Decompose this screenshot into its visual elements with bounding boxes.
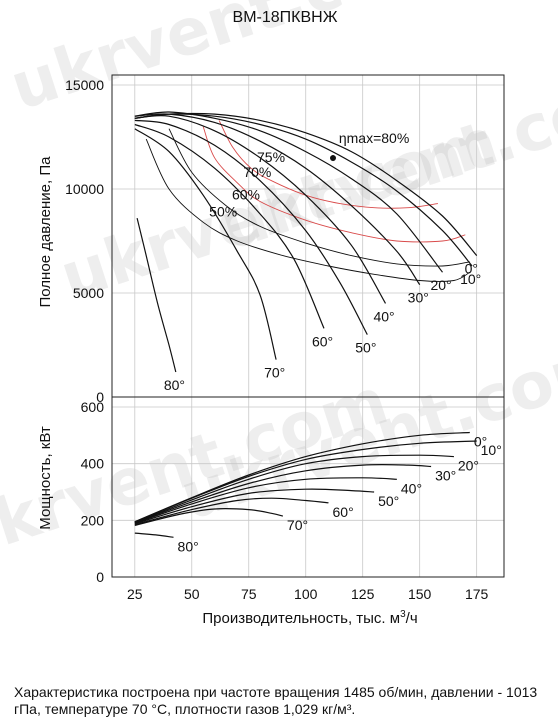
power-curve-20deg [134,454,454,523]
pressure-curve-label-80deg: 80° [164,377,185,393]
power-y-ticks: 0 200 400 600 [81,399,105,585]
power-curve-label-60deg: 60° [333,504,354,520]
power-curve-label-50deg: 50° [378,493,399,509]
power-y-axis-label: Мощность, кВт [37,426,54,530]
max-efficiency-label: ηmax=80% [339,130,409,146]
pressure-y-tick-label: 5000 [73,285,104,301]
pressure-curve-label-30deg: 30° [408,290,429,306]
power-curve-label-20deg: 20° [458,458,479,474]
x-tick-label: 125 [351,586,375,602]
pressure-curve-10deg [134,113,473,267]
pressure-curve-20deg [134,111,443,273]
pressure-y-tick-label: 15000 [65,77,104,93]
pressure-curve-label-20deg: 20° [430,277,451,293]
power-y-tick-label: 400 [81,456,105,472]
pressure-curve-40deg [134,114,387,304]
x-tick-label: 75 [241,586,257,602]
pressure-curve-70deg [134,128,277,360]
pressure-curve-label-60deg: 60° [312,333,333,349]
max-efficiency-point: ● [329,149,337,165]
x-tick-label: 175 [465,586,489,602]
power-y-tick-label: 0 [96,569,104,585]
power-curve-label-80deg: 80° [178,538,199,554]
power-curve-label-0deg: 0° [474,434,487,450]
power-curve-50deg [134,488,375,525]
pressure-curve-30deg [134,113,421,286]
pressure-y-ticks: 0 5000 10000 15000 [65,77,104,405]
power-curve-30deg [134,463,432,524]
power-y-tick-label: 200 [81,512,105,528]
efficiency-label-70pct: 70% [243,164,271,180]
power-curve-labels: 0°10°20°30° 40°50° 60° 70° 80° [178,434,502,555]
x-tick-label: 100 [294,586,318,602]
fan-characteristic-chart: ukrvent.comukrvent.comukrvent.comukrvent… [0,0,558,627]
pressure-curve-60deg [134,123,325,329]
power-curve-10deg [134,440,477,523]
efficiency-label-75pct: 75% [257,149,285,165]
pressure-curve-label-10deg: 10° [460,271,481,287]
efficiency-contour-50pct [145,138,471,282]
chart-title: ВМ-18ПКВНЖ [233,9,338,26]
pressure-curve-labels: 50%60% 70%75% 0°10° 20°30° 40° 50° 60° 70° 80° ηm… [164,130,481,393]
pressure-curves [134,111,478,373]
efficiency-label-60pct: 60% [232,187,260,203]
pressure-curve-50deg [134,119,368,335]
x-tick-label: 150 [408,586,432,602]
x-tick-label: 25 [127,586,143,602]
x-axis-label-tail: /ч [406,610,418,627]
power-curve-80deg [134,532,174,538]
power-y-tick-label: 600 [81,399,105,415]
pressure-curve-label-70deg: 70° [264,365,285,381]
power-curve-label-30deg: 30° [435,468,456,484]
pressure-y-axis-label: Полное давление, Па [37,156,54,308]
pressure-y-tick-label: 0 [96,389,104,405]
x-axis-ticks: 25 50 75 100 125 150 175 [127,586,489,602]
x-axis-label-main: Производительность, тыс. м [202,610,400,627]
power-curve-70deg [134,508,284,526]
pressure-curve-label-0deg: 0° [465,261,478,277]
efficiency-contour-60pct [168,128,470,267]
power-plot-frame [111,396,505,578]
power-curve-label-10deg: 10° [481,442,502,458]
x-axis-label-sup: 3 [400,609,406,620]
pressure-y-tick-label: 10000 [65,181,104,197]
x-axis-label: Производительность, тыс. м3/ч [202,609,417,627]
x-tick-label: 50 [184,586,200,602]
pressure-curve-label-50deg: 50° [355,340,376,356]
efficiency-contour-70pct [202,126,466,243]
chart-footnote: Характеристика построена при частоте вра… [14,684,538,717]
efficiency-label-50pct: 50% [209,203,237,219]
pressure-curve-label-40deg: 40° [373,308,394,324]
power-curve-label-40deg: 40° [401,480,422,496]
pressure-curve-80deg [136,217,177,373]
power-curve-40deg [134,477,397,524]
power-curve-label-70deg: 70° [287,517,308,533]
watermark-text: ukrvent.com [2,0,457,125]
power-curve-60deg [134,497,329,526]
power-curves [134,431,477,538]
